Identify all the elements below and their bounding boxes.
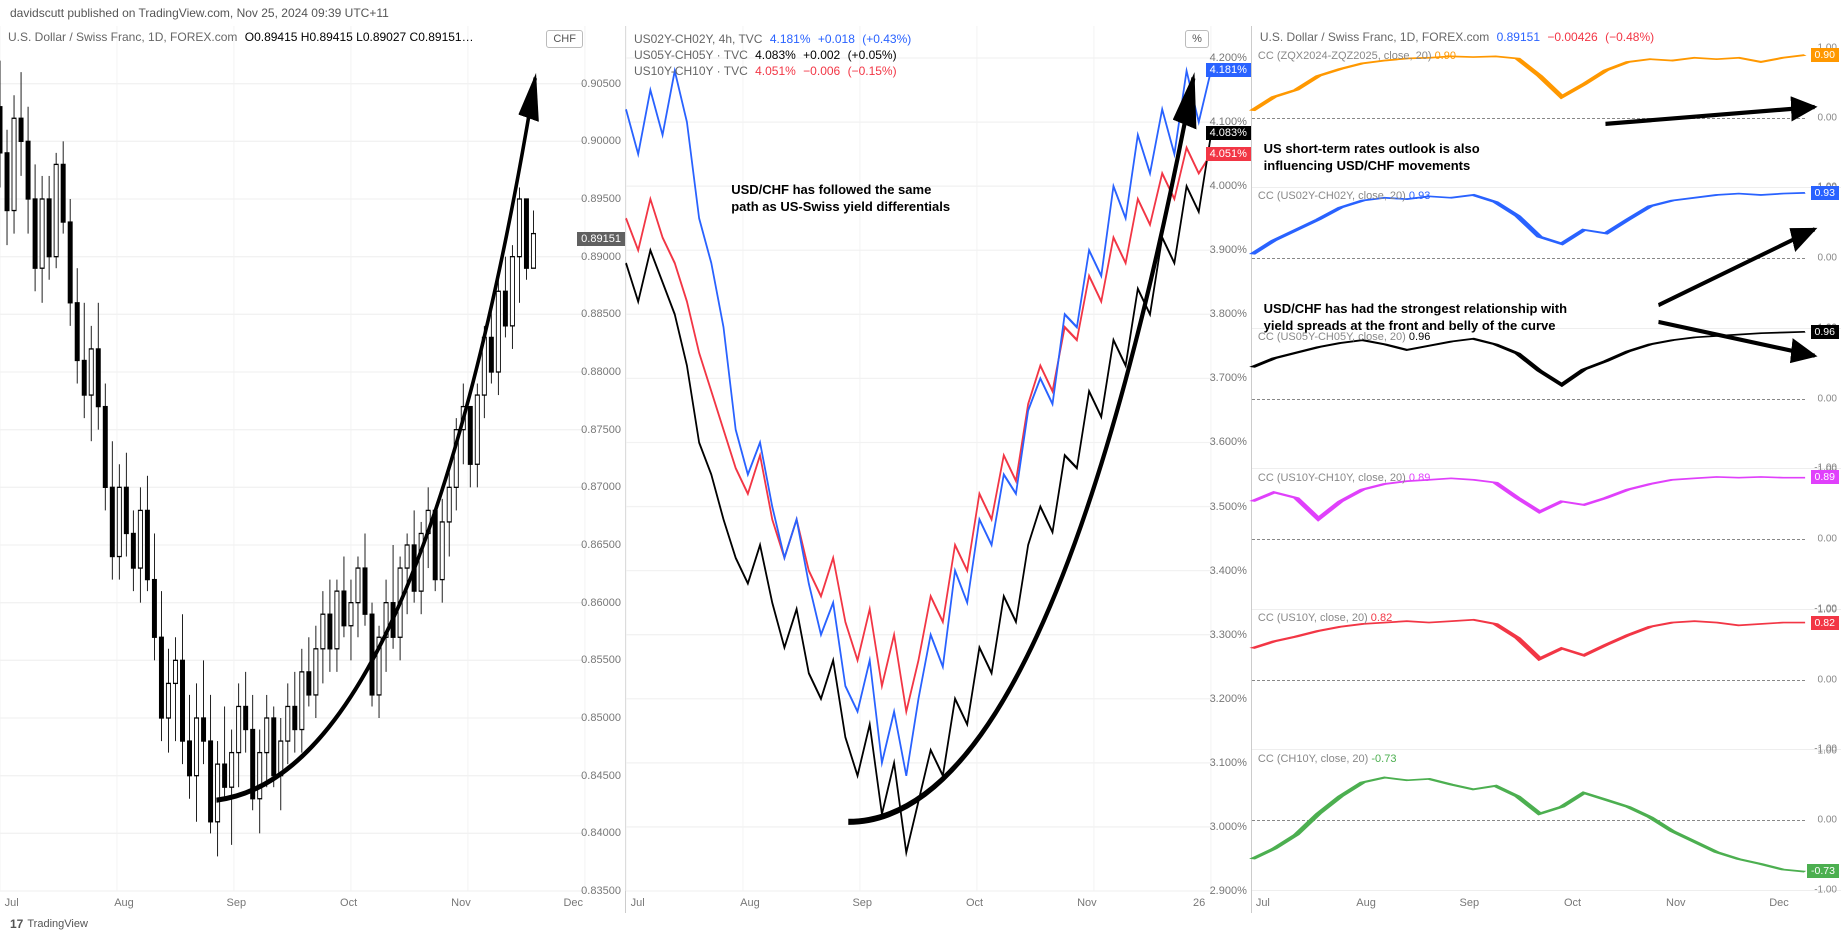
right-body: CC (ZQX2024-ZQZ2025, close, 20) 0.901.00…	[1252, 48, 1841, 891]
left-chart[interactable]	[0, 26, 585, 891]
left-panel[interactable]: U.S. Dollar / Swiss Franc, 1D, FOREX.com…	[0, 26, 626, 913]
left-title: U.S. Dollar / Swiss Franc, 1D, FOREX.com…	[8, 30, 478, 44]
right-title: U.S. Dollar / Swiss Franc, 1D, FOREX.com…	[1260, 30, 1658, 44]
mid-yaxis: 2.900%3.000%3.100%3.200%3.300%3.400%3.50…	[1211, 26, 1251, 891]
mid-panel[interactable]: US02Y-CH02Y, 4h, TVC 4.181% +0.018 (+0.4…	[626, 26, 1252, 913]
left-yaxis: 0.835000.840000.845000.850000.855000.860…	[585, 26, 625, 891]
panels-container: U.S. Dollar / Swiss Franc, 1D, FOREX.com…	[0, 26, 1841, 913]
cc-title: CC (US02Y-CH02Y, close, 20) 0.93	[1258, 190, 1430, 202]
mid-chart[interactable]: USD/CHF has followed the samepath as US-…	[626, 26, 1211, 891]
right-annotation: US short-term rates outlook is alsoinflu…	[1264, 141, 1480, 175]
cc-panel[interactable]: CC (US10Y, close, 20) 0.821.000.00-1.000…	[1252, 610, 1841, 750]
right-xaxis: JulAugSepOctNovDec	[1252, 891, 1801, 913]
cc-title: CC (CH10Y, close, 20) -0.73	[1258, 753, 1397, 765]
cc-title: CC (US10Y-CH10Y, close, 20) 0.89	[1258, 472, 1430, 484]
mid-unit: %	[1185, 30, 1209, 48]
right-annotation: USD/CHF has had the strongest relationsh…	[1264, 301, 1567, 335]
mid-annotation: USD/CHF has followed the samepath as US-…	[731, 182, 950, 216]
tv-logo: 17	[10, 917, 23, 931]
left-unit: CHF	[546, 30, 583, 48]
cc-panel[interactable]: CC (US10Y-CH10Y, close, 20) 0.891.000.00…	[1252, 470, 1841, 610]
cc-title: CC (US10Y, close, 20) 0.82	[1258, 612, 1392, 624]
cc-panel[interactable]: CC (CH10Y, close, 20) -0.731.000.00-1.00…	[1252, 751, 1841, 891]
cc-panel[interactable]: CC (US05Y-CH05Y, close, 20) 0.961.000.00…	[1252, 329, 1841, 469]
left-xaxis: JulAugSepOctNovDec	[0, 891, 585, 913]
footer: 17 TradingView	[0, 913, 1841, 935]
mid-legend: US02Y-CH02Y, 4h, TVC 4.181% +0.018 (+0.4…	[634, 30, 915, 78]
cc-title: CC (ZQX2024-ZQZ2025, close, 20) 0.90	[1258, 50, 1456, 62]
publish-header: davidscutt published on TradingView.com,…	[0, 0, 1841, 26]
mid-xaxis: JulAugSepOctNov26	[626, 891, 1211, 913]
right-panel[interactable]: U.S. Dollar / Swiss Franc, 1D, FOREX.com…	[1252, 26, 1841, 913]
